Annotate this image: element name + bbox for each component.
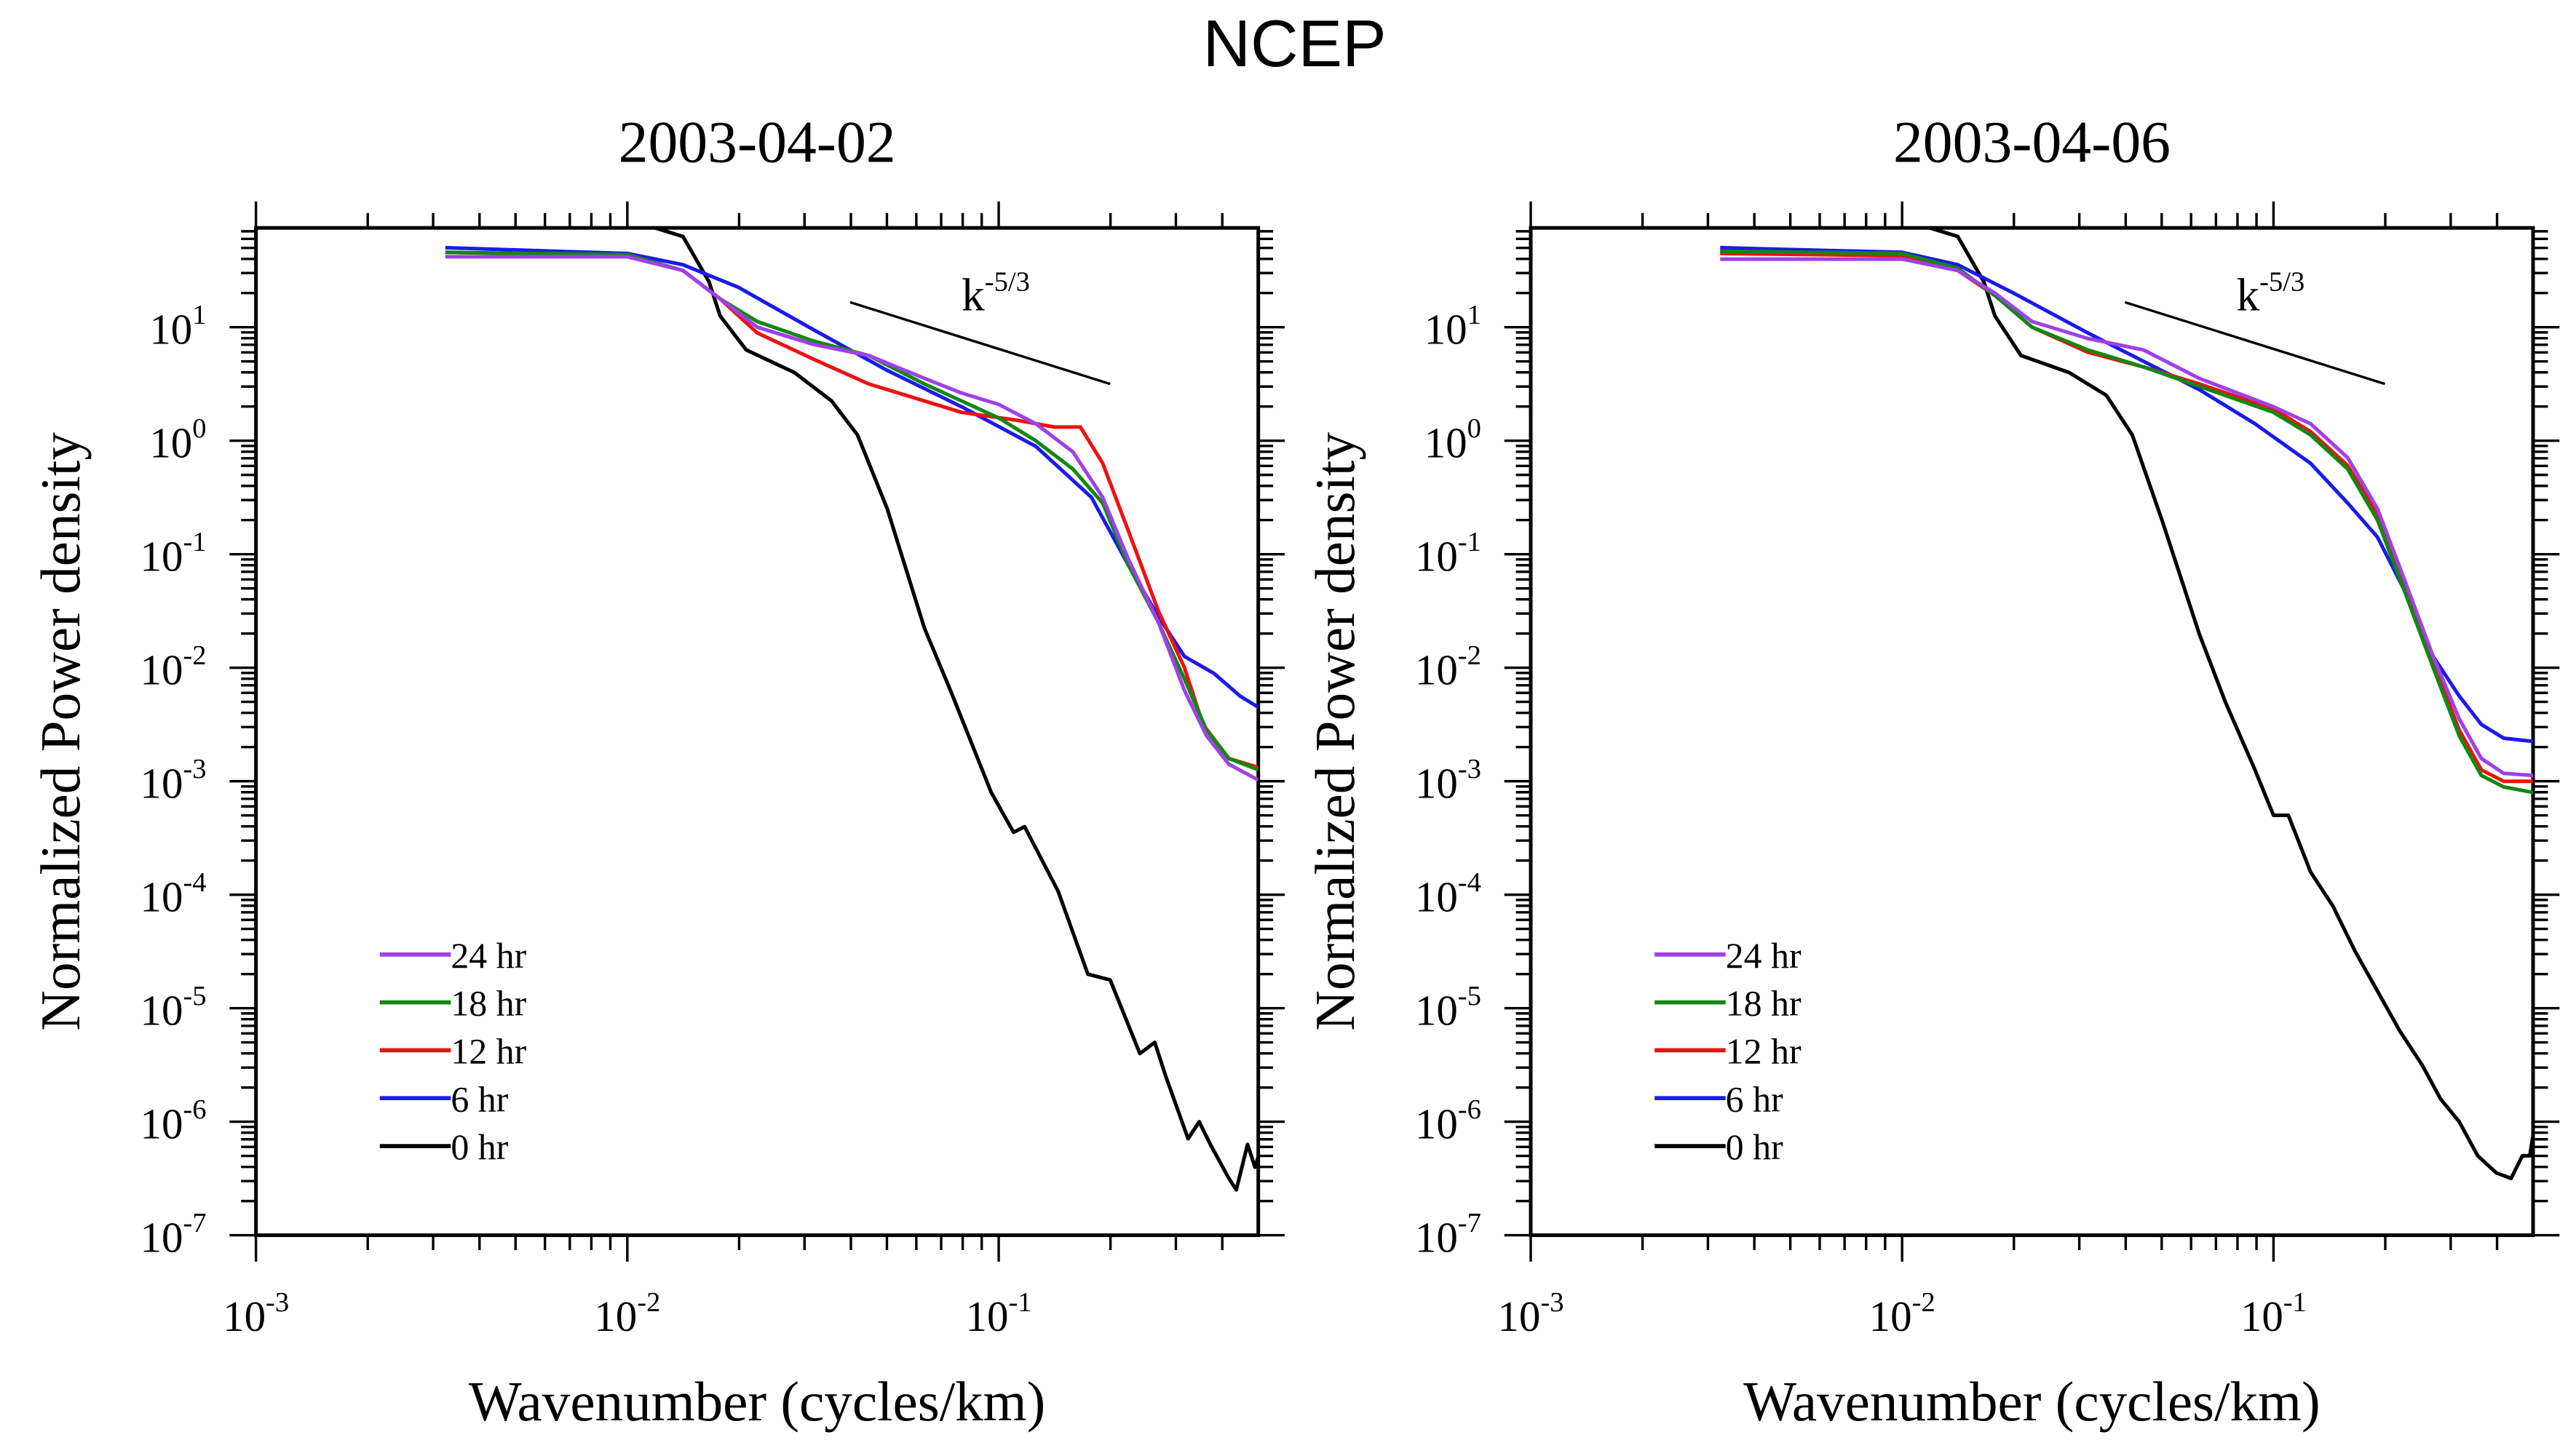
panel-2003-04-02: 2003-04-02 10-3 10-2 10-1 10-7 10-6 10-5 10-4 10… [29,108,1285,1433]
legend-label: 12 hr [451,1032,526,1072]
series-line-0hr [649,228,1259,1192]
figure-title: NCEP [1203,7,1387,81]
y-tick-label: 101 [149,300,206,353]
x-tick-label: 10-2 [1869,1287,1935,1340]
legend-label: 24 hr [451,936,526,976]
y-tick-label: 100 [1424,413,1481,466]
y-tick-label: 10-3 [1415,754,1481,807]
k-5-3-annotation: k-5/3 [962,266,1030,320]
x-tick-label: 10-3 [223,1287,289,1340]
series-line-0hr [1923,228,2534,1181]
legend-label: 18 hr [1726,984,1802,1024]
panel-title: 2003-04-02 [619,108,896,175]
plot-frame [1529,226,2535,1238]
y-tick-label: 10-2 [140,640,206,693]
series-line-24hr [1720,257,2534,778]
series-group [1720,228,2534,1181]
legend-label: 0 hr [1726,1127,1783,1167]
legend-label: 6 hr [1726,1079,1783,1119]
series-line-6hr [445,245,1259,709]
legend-label: 6 hr [451,1079,508,1119]
y-tick-label: 10-7 [1415,1208,1481,1261]
y-tick-label: 10-5 [140,981,206,1034]
plot-frame [254,226,1261,1238]
y-tick-label: 10-5 [1415,981,1481,1034]
series-line-12hr [445,250,1259,770]
y-tick-label: 10-2 [1415,640,1481,693]
k-5-3-annotation: k-5/3 [2236,266,2304,320]
y-tick-label: 10-1 [140,527,206,580]
y-tick-label: 10-7 [140,1208,206,1261]
x-axis-label: Wavenumber (cycles/km) [469,1370,1045,1433]
x-tick-label: 10-1 [966,1287,1032,1340]
k-5-3-reference-line [849,301,1111,386]
y-tick-label: 101 [1424,300,1481,353]
series-line-24hr [445,255,1259,782]
x-tick-label: 10-3 [1497,1287,1564,1340]
panel-title: 2003-04-06 [1893,108,2171,175]
legend-label: 24 hr [1726,936,1802,976]
legend: 24 hr 18 hr 12 hr 6 hr 0 hr [1654,936,1802,1167]
legend-label: 0 hr [451,1127,508,1167]
y-tick-label: 10-3 [140,754,206,807]
series-group [445,228,1259,1192]
k-5-3-reference-line [2124,301,2385,386]
y-tick-label: 10-1 [1415,527,1481,580]
x-tick-label: 10-1 [2240,1287,2307,1340]
legend-label: 12 hr [1726,1032,1802,1072]
x-axis-label: Wavenumber (cycles/km) [1743,1370,2320,1433]
y-tick-label: 100 [149,413,206,466]
y-tick-label: 10-4 [140,867,206,920]
series-line-12hr [1720,251,2534,784]
y-tick-label: 10-6 [140,1094,206,1147]
y-axis-label: Normalized Power density [29,432,92,1031]
x-tick-label: 10-2 [594,1287,660,1340]
series-line-18hr [445,250,1259,772]
series-line-18hr [1720,249,2534,795]
series-line-6hr [1720,245,2534,744]
legend-label: 18 hr [451,984,526,1024]
y-tick-label: 10-6 [1415,1094,1481,1147]
legend: 24 hr 18 hr 12 hr 6 hr 0 hr [379,936,527,1167]
y-tick-label: 10-4 [1415,867,1481,920]
y-axis-label: Normalized Power density [1304,432,1366,1031]
panel-2003-04-06: 2003-04-06 10-3 10-2 10-1 10-7 10-6 10-5 10-4 10… [1304,108,2560,1433]
